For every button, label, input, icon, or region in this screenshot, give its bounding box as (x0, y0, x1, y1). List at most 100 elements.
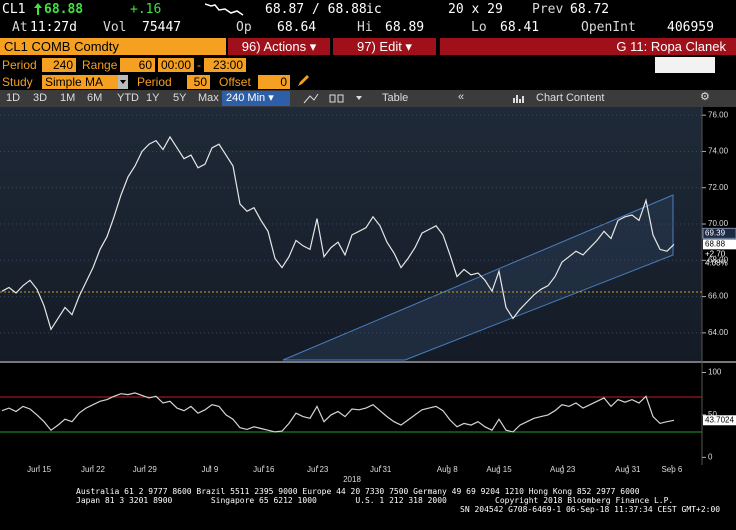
study-label: Study (2, 75, 33, 89)
last-value-box (703, 415, 736, 426)
range-button[interactable]: 6M (87, 92, 103, 104)
y-tick-label: 100 (708, 368, 722, 377)
period-input[interactable]: 240 (42, 58, 76, 72)
high-label: Hi (357, 20, 373, 35)
range-button[interactable]: YTD (117, 92, 139, 104)
to-input[interactable]: 23:00 (204, 58, 246, 72)
time-label: At (12, 20, 28, 35)
sparkline (205, 3, 244, 16)
x-tick-label: Jun 29 (133, 465, 158, 474)
pct-change-label: 4.08% (705, 258, 728, 267)
low-label: Lo (471, 20, 487, 35)
x-axis-label: 2018 (343, 475, 361, 484)
study-panel (0, 364, 702, 464)
range-button[interactable]: 1M (60, 92, 76, 104)
up-arrow (34, 3, 42, 15)
x-tick-label: Jun 15 (27, 465, 52, 474)
period-label: Period (2, 58, 37, 72)
last-value-label: 68.88 (705, 239, 726, 248)
range-label: Range (82, 58, 118, 72)
pencil-icon[interactable] (296, 74, 310, 88)
range-button[interactable]: 3D (33, 92, 48, 104)
x-tick-label: Aug 8 (437, 465, 458, 474)
x-tick-label: Aug 23 (550, 465, 576, 474)
toolbar (0, 90, 736, 107)
y-tick-label: 50 (708, 410, 717, 419)
x-tick-label: Jul 23 (307, 465, 329, 474)
series-line (1, 392, 675, 433)
vol: 75447 (142, 20, 182, 35)
page-title: G 11: Ropa Clanek (440, 38, 736, 55)
from-input[interactable]: 00:00 (158, 58, 194, 72)
open-label: Op (236, 20, 252, 35)
nav-back[interactable]: « (458, 91, 465, 103)
range-input[interactable]: 60 (120, 58, 155, 72)
ticker: CL1 (2, 2, 26, 17)
study-dropdown[interactable] (118, 75, 128, 89)
y-tick-label: 72.00 (708, 183, 729, 192)
prev-label: Prev (532, 2, 564, 17)
prev: 68.72 (570, 2, 610, 17)
footer-line: SN 204542 G708-6469-1 06-Sep-18 11:37:34… (460, 505, 721, 514)
study-input[interactable]: Simple MA (42, 75, 118, 89)
ma-value-box (702, 227, 736, 239)
interval-button[interactable] (222, 91, 290, 106)
x-tick-label: Jul 31 (370, 465, 392, 474)
x-tick-label: Jun 22 (81, 465, 106, 474)
y-tick-label: 76.00 (708, 110, 729, 119)
actions-menu[interactable]: 96) Actions ▾ (228, 38, 330, 55)
high: 68.89 (385, 20, 425, 35)
oi: 406959 (667, 20, 714, 35)
vol-label: Vol (103, 20, 127, 35)
low: 68.41 (500, 20, 540, 35)
edit-menu[interactable]: 97) Edit ▾ (333, 38, 436, 55)
chart-icon (513, 95, 524, 103)
time: 11:27d (30, 20, 77, 35)
ma-value-label: 69.39 (705, 228, 726, 237)
y-tick-label: 70.00 (708, 219, 729, 228)
range-dash: - (197, 58, 201, 72)
security-field[interactable]: CL1 COMB Comdty (0, 38, 226, 55)
range-button[interactable]: 1Y (146, 92, 160, 104)
offset-input[interactable]: 0 (258, 75, 290, 89)
chart-content-button[interactable]: Chart Content (536, 92, 605, 104)
ask-flag: ic (366, 2, 382, 17)
range-button[interactable]: 1D (6, 92, 21, 104)
back-icon (699, 75, 712, 85)
range-button[interactable]: 5Y (173, 92, 187, 104)
y-tick-label: 64.00 (708, 328, 729, 337)
size: 20 x 29 (448, 2, 503, 17)
trend-channel (282, 194, 674, 361)
dropdown-icon (120, 80, 126, 84)
settings-gear[interactable]: ⚙ (700, 91, 710, 103)
study-period-input[interactable]: 50 (187, 75, 210, 89)
last-value-box (703, 239, 736, 250)
y-tick-label: 68.00 (708, 255, 729, 264)
oi-label: OpenInt (581, 20, 636, 35)
y-tick-label: 74.00 (708, 147, 729, 156)
interval[interactable]: 240 Min ▾ (226, 92, 274, 104)
x-tick-label: Jul 9 (201, 465, 218, 474)
back-button[interactable] (655, 57, 715, 85)
tool-icons[interactable] (300, 91, 380, 106)
x-tick-label: Jul 16 (253, 465, 275, 474)
footer-line: Japan 81 3 3201 8900 Singapore 65 6212 1… (76, 496, 674, 505)
series-line (1, 135, 675, 331)
y-tick-label: 0 (708, 452, 713, 461)
x-tick-label: Aug 15 (486, 465, 512, 474)
open: 68.64 (277, 20, 317, 35)
x-tick-label: Aug 31 (615, 465, 641, 474)
net-change: +.16 (130, 2, 162, 17)
table-button[interactable]: Table (382, 92, 409, 104)
range-button[interactable]: Max (198, 92, 219, 104)
net-change-label: +2.70 (705, 249, 726, 258)
last-price: 68.88 (44, 2, 84, 17)
x-tick-label: Sep 6 (661, 465, 682, 474)
last-value-label: 43.7024 (705, 415, 734, 424)
bid-ask: 68.87 / 68.88 (265, 2, 367, 17)
y-tick-label: 66.00 (708, 292, 729, 301)
offset-label: Offset (219, 75, 251, 89)
